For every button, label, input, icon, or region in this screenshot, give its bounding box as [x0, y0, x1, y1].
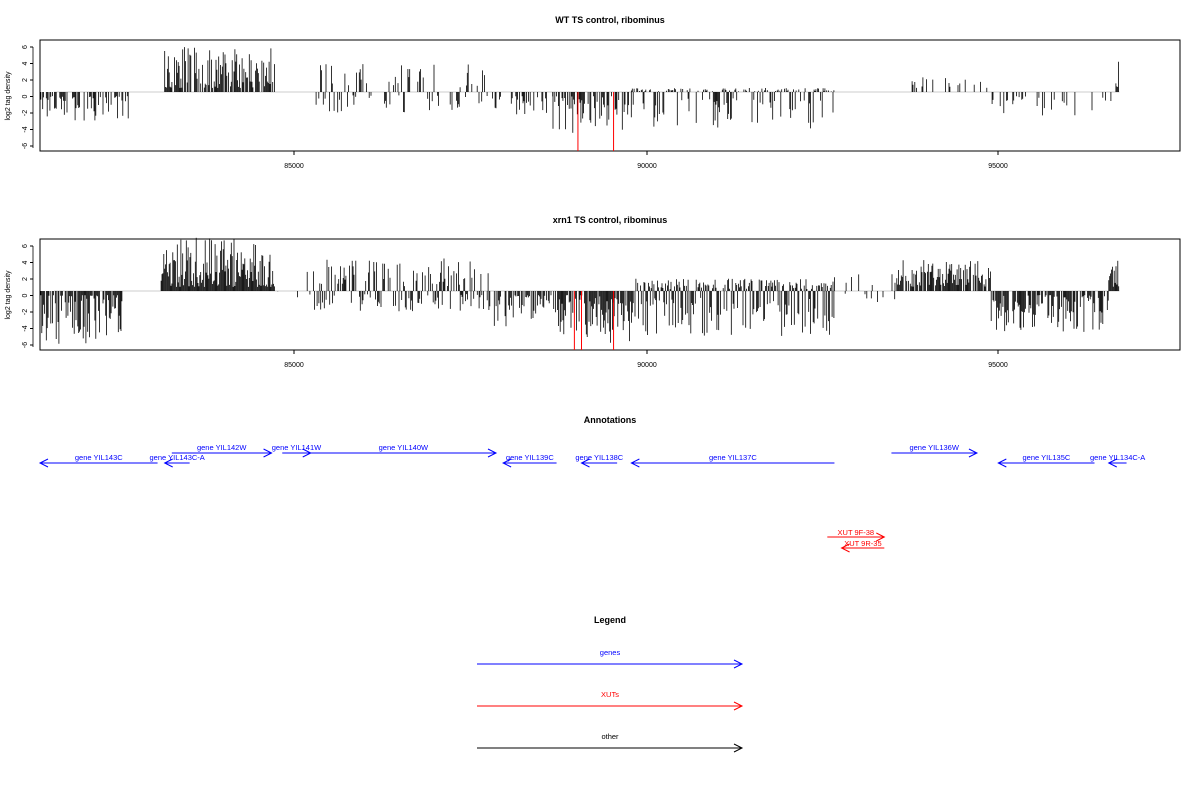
feature-label: XUT 9F-38	[838, 528, 875, 537]
x-tick-label: 95000	[988, 362, 1008, 369]
y-tick-label: 6	[22, 244, 29, 248]
legend-arrowhead	[733, 743, 744, 753]
y-tick-label: -2	[22, 309, 29, 315]
feature-arrowhead	[38, 458, 49, 468]
feature-arrowhead	[840, 543, 850, 553]
legend-label: genes	[600, 648, 621, 657]
axes: 6 4 2 0 -2 -4 -6 85000 90000 95000	[22, 244, 1008, 369]
feature-arrowhead	[163, 458, 173, 468]
legend-arrowhead	[733, 701, 744, 711]
y-tick-label: 4	[22, 260, 29, 264]
y-tick-label: -6	[22, 342, 29, 348]
feature-label: gene YIL138C	[575, 453, 623, 462]
y-tick-label: -2	[22, 110, 29, 116]
y-tick-label: -4	[22, 126, 29, 132]
legend-label: other	[601, 732, 619, 741]
y-tick-label: -6	[22, 143, 29, 149]
feature-arrowhead	[630, 458, 640, 468]
feature-arrowhead	[1107, 458, 1117, 468]
feature-label: gene YIL134C-A	[1090, 453, 1145, 462]
track-panel-wt: WT TS control, ribominus log2 tag densit…	[5, 15, 1181, 170]
y-tick-label: 4	[22, 61, 29, 65]
feature-label: gene YIL140W	[379, 443, 429, 452]
y-tick-label: 2	[22, 277, 29, 281]
feature-label: gene YIL135C	[1022, 453, 1070, 462]
feature-label: XUT 9R-35	[844, 539, 881, 548]
x-tick-label: 90000	[637, 362, 657, 369]
y-tick-label: -4	[22, 325, 29, 331]
feature-label: gene YIL139C	[506, 453, 554, 462]
signal-bars	[39, 47, 1120, 152]
y-tick-label: 0	[22, 94, 29, 98]
axes: 6 4 2 0 -2 -4 -6 85000 90000 95000	[22, 45, 1008, 170]
legend: genes XUTs other	[477, 648, 744, 753]
feature-arrowhead	[968, 448, 979, 458]
x-tick-label: 90000	[637, 163, 657, 170]
feature-arrowhead	[263, 448, 273, 458]
feature-label: gene YIL141W	[272, 443, 322, 452]
legend-label: XUTs	[601, 690, 619, 699]
feature-label: gene YIL137C	[709, 453, 757, 462]
track-panel-xrn1: xrn1 TS control, ribominus log2 tag dens…	[5, 215, 1181, 369]
y-tick-label: 2	[22, 78, 29, 82]
feature-arrowhead	[580, 458, 590, 468]
x-tick-label: 85000	[284, 362, 304, 369]
panel-title: xrn1 TS control, ribominus	[553, 215, 668, 225]
legend-title: Legend	[594, 615, 626, 625]
y-axis-label: log2 tag density	[5, 71, 12, 121]
feature-label: gene YIL143C	[75, 453, 123, 462]
feature-label: gene YIL142W	[197, 443, 247, 452]
feature-arrowhead	[876, 532, 886, 542]
feature-arrowhead	[997, 458, 1007, 468]
signal-bars	[39, 237, 1120, 351]
legend-arrowhead	[733, 659, 744, 669]
feature-label: gene YIL143C-A	[149, 453, 204, 462]
feature-arrowhead	[502, 458, 512, 468]
feature-label: gene YIL136W	[909, 443, 959, 452]
annotations-title: Annotations	[584, 415, 637, 425]
x-tick-label: 85000	[284, 163, 304, 170]
feature-arrowhead	[487, 448, 498, 458]
plot-frame	[39, 39, 1181, 152]
x-tick-label: 95000	[988, 163, 1008, 170]
y-tick-label: 6	[22, 45, 29, 49]
panel-title: WT TS control, ribominus	[555, 15, 665, 25]
y-tick-label: 0	[22, 293, 29, 297]
y-axis-label: log2 tag density	[5, 270, 12, 320]
